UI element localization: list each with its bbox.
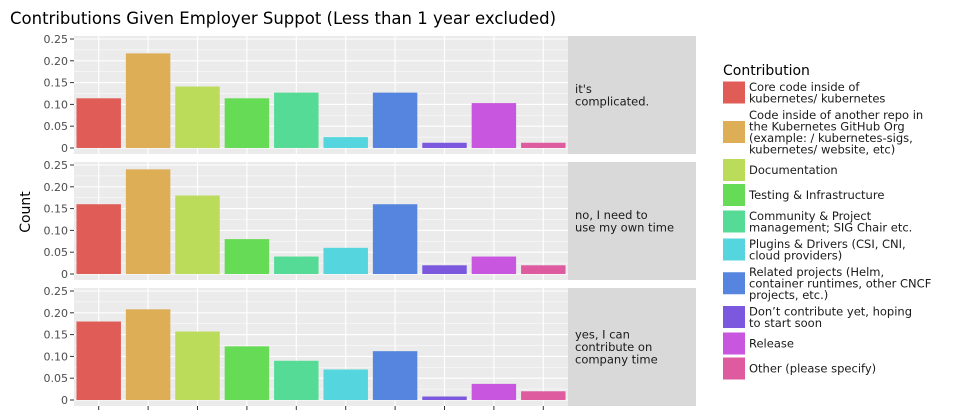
bar [471, 383, 517, 400]
y-tick-label: 0.10 [44, 98, 69, 111]
y-tick-label: 0.05 [44, 120, 69, 133]
legend-item: Other (please specify) [723, 357, 876, 380]
legend-swatch [723, 184, 745, 206]
facet-label: yes, I can contribute on company time [575, 328, 658, 367]
y-tick-label: 0 [61, 142, 68, 155]
legend: Contribution Core code inside of kubernet… [723, 63, 931, 380]
y-tick-label: 0.10 [44, 350, 69, 363]
y-tick-label: 0.20 [44, 307, 69, 320]
legend-swatch [723, 210, 745, 233]
legend-label: Community & Project management; SIG Chair… [749, 209, 912, 235]
bar [274, 256, 319, 274]
y-tick-label: 0.20 [44, 181, 69, 194]
bar [372, 204, 418, 274]
legend-swatch [723, 272, 745, 295]
facet-panel: 0 0.05 0.10 0.15 0.20 0.25 yes, I can contribut… [44, 285, 696, 407]
y-tick-label: 0.10 [44, 224, 69, 237]
bar [323, 247, 368, 274]
legend-swatch [723, 332, 745, 355]
bar [521, 142, 566, 148]
y-tick-label: 0.20 [44, 55, 69, 68]
facet-strip [568, 36, 696, 154]
legend-label: Code inside of another repo in the Kubern… [749, 108, 923, 157]
y-tick-label: 0.25 [44, 285, 69, 298]
bar [175, 331, 220, 400]
legend-label: Core code inside of kubernetes/ kubernete… [749, 80, 885, 106]
facet-label: no, I need to use my own time [575, 208, 674, 235]
bar [224, 239, 270, 274]
legend-item: Don’t contribute yet, hoping to start soo… [723, 304, 912, 330]
bar [422, 396, 467, 400]
bar [175, 86, 220, 148]
y-axis-label: Count [18, 191, 34, 233]
y-tick-label: 0.05 [44, 372, 69, 385]
y-tick-label: 0 [61, 394, 68, 407]
legend-label: Documentation [749, 163, 838, 177]
facet-panel: 0 0.05 0.10 0.15 0.20 0.25 no, I need to use my… [44, 159, 696, 281]
bar [323, 369, 368, 400]
facet-strip [568, 162, 696, 280]
legend-swatch [723, 121, 745, 143]
legend-label: Related projects (Helm, container runtime… [749, 265, 931, 302]
legend-title: Contribution [723, 63, 810, 79]
legend-swatch [723, 238, 745, 261]
facet-label: it's complicated. [575, 82, 649, 109]
facet-strip [568, 288, 696, 406]
legend-swatch [723, 159, 745, 181]
bar [422, 265, 467, 274]
bar [323, 137, 368, 148]
y-tick-label: 0 [61, 268, 68, 281]
legend-swatch [723, 306, 745, 328]
facet-panels: 0 0.05 0.10 0.15 0.20 0.25 it's complicated. 0 0.… [44, 33, 696, 410]
y-tick-label: 0.05 [44, 246, 69, 259]
bar [471, 103, 517, 148]
bar [372, 92, 418, 148]
bar [372, 351, 418, 400]
legend-swatch [723, 357, 745, 380]
facet-panel: 0 0.05 0.10 0.15 0.20 0.25 it's complicated. [44, 33, 696, 155]
legend-item: Release [723, 332, 794, 355]
legend-item: Core code inside of kubernetes/ kubernete… [723, 80, 885, 106]
y-tick-label: 0.15 [44, 329, 69, 342]
bar [224, 98, 270, 148]
legend-label: Release [749, 337, 794, 351]
legend-label: Other (please specify) [749, 362, 876, 376]
y-tick-label: 0.25 [44, 159, 69, 172]
bar [125, 53, 171, 148]
bar [274, 92, 319, 148]
bar [422, 142, 467, 148]
bar [274, 360, 319, 400]
y-tick-label: 0.25 [44, 33, 69, 46]
bar [76, 204, 121, 274]
bar [471, 256, 517, 274]
bar [175, 195, 220, 274]
legend-label: Don’t contribute yet, hoping to start soo… [749, 304, 912, 330]
legend-swatch [723, 81, 745, 104]
legend-label: Testing & Infrastructure [748, 188, 884, 202]
legend-item: Community & Project management; SIG Chair… [723, 209, 912, 235]
bar [125, 309, 171, 400]
chart-title: Contributions Given Employer Suppot (Les… [10, 9, 556, 28]
y-tick-label: 0.15 [44, 77, 69, 90]
bar [76, 321, 121, 400]
y-tick-label: 0.15 [44, 203, 69, 216]
bar [125, 169, 171, 274]
legend-item: Related projects (Helm, container runtime… [723, 265, 931, 302]
bar [521, 265, 566, 274]
legend-label: Plugins & Drivers (CSI, CNI, cloud provid… [749, 237, 906, 263]
legend-item: Testing & Infrastructure [723, 184, 884, 206]
bar [224, 346, 270, 400]
legend-item: Code inside of another repo in the Kubern… [723, 108, 923, 157]
bar [521, 391, 566, 400]
legend-item: Plugins & Drivers (CSI, CNI, cloud provid… [723, 237, 906, 263]
bar [76, 98, 121, 148]
legend-item: Documentation [723, 159, 838, 181]
